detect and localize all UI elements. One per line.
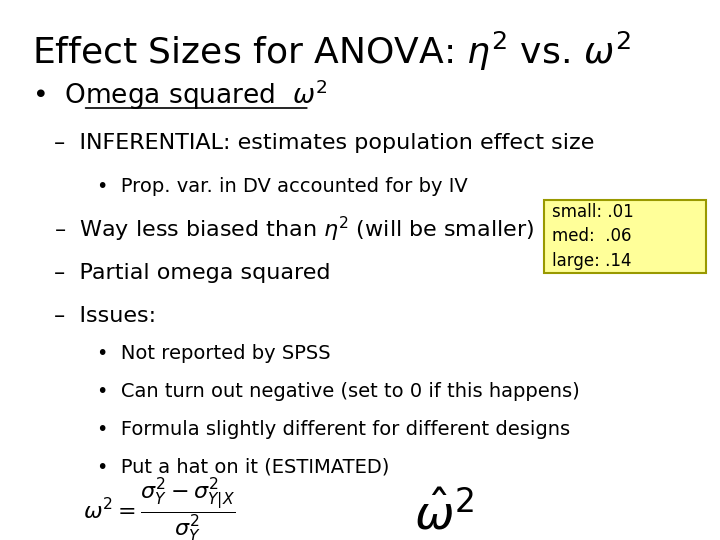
FancyBboxPatch shape	[544, 200, 706, 273]
Text: large: .14: large: .14	[552, 252, 631, 269]
Text: •  Not reported by SPSS: • Not reported by SPSS	[97, 344, 330, 363]
Text: Effect Sizes for ANOVA: $\eta^2$ vs. $\omega^2$: Effect Sizes for ANOVA: $\eta^2$ vs. $\o…	[32, 30, 631, 73]
Text: med:  .06: med: .06	[552, 227, 631, 245]
Text: •  Can turn out negative (set to 0 if this happens): • Can turn out negative (set to 0 if thi…	[97, 382, 580, 401]
Text: •  Formula slightly different for different designs: • Formula slightly different for differe…	[97, 420, 570, 439]
Text: –  Issues:: – Issues:	[54, 306, 156, 326]
Text: –  Way less biased than $\eta^2$ (will be smaller): – Way less biased than $\eta^2$ (will be…	[54, 215, 534, 244]
Text: $\omega^2 = \dfrac{\sigma_Y^2 - \sigma_{Y|X}^2}{\sigma_Y^2}$: $\omega^2 = \dfrac{\sigma_Y^2 - \sigma_{…	[83, 476, 235, 540]
Text: •  Put a hat on it (ESTIMATED): • Put a hat on it (ESTIMATED)	[97, 457, 390, 477]
Text: $\hat{\omega}^2$: $\hat{\omega}^2$	[414, 492, 474, 539]
Text: small: .01: small: .01	[552, 203, 634, 221]
Text: –  Partial omega squared: – Partial omega squared	[54, 262, 330, 283]
Text: •  Omega squared  $\omega^2$: • Omega squared $\omega^2$	[32, 77, 328, 112]
Text: –  INFERENTIAL: estimates population effect size: – INFERENTIAL: estimates population effe…	[54, 133, 595, 153]
Text: •  Prop. var. in DV accounted for by IV: • Prop. var. in DV accounted for by IV	[97, 177, 468, 196]
